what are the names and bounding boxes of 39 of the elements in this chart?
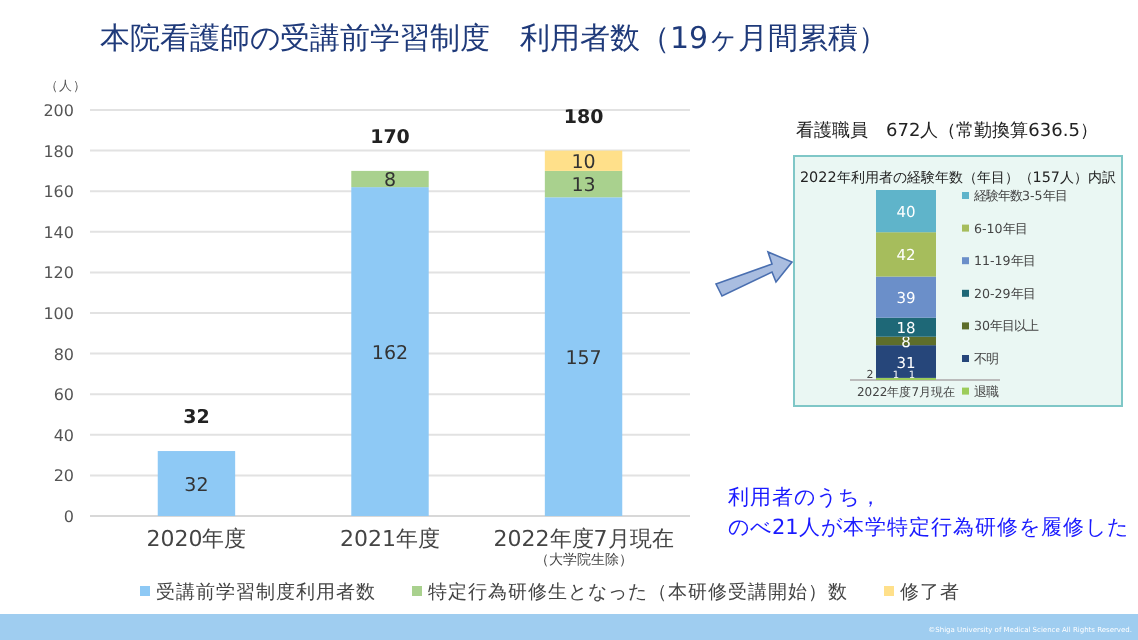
text: 利用者のうち， [728, 484, 882, 510]
bar [544, 170, 623, 198]
bar [351, 170, 429, 188]
data-label: 157 [565, 347, 602, 370]
total-label: 170 [370, 126, 411, 149]
data-label: 32 [184, 474, 209, 497]
data-label: 162 [371, 342, 409, 365]
bar [876, 232, 936, 277]
y-tick-label: 60 [53, 386, 74, 405]
chart-title: 本院看護師の受講前学習制度 利用者数（19ヶ月間累積） [100, 20, 889, 56]
y-tick-label: 140 [43, 223, 74, 242]
y-tick-label: 200 [43, 102, 74, 120]
bar [876, 276, 936, 318]
y-tick-label: 0 [63, 508, 74, 526]
y-tick-label: 80 [53, 345, 74, 364]
bar [157, 451, 236, 516]
x-tick-label: 2021年度 [340, 526, 440, 552]
y-tick-label: 180 [43, 142, 74, 161]
y-tick-label: 120 [43, 264, 74, 283]
x-tick-label: 2020年度 [146, 526, 247, 552]
legend-label: 特定行為研修生となった（本研修受講開始）数 [428, 580, 848, 604]
text: のべ21人が本学特定行為研修を履修した [728, 514, 1129, 540]
y-tick-label: 40 [53, 426, 74, 445]
bar [876, 345, 936, 378]
bar [544, 197, 623, 516]
data-label: 10 [571, 151, 596, 174]
data-label: 8 [383, 170, 397, 193]
y-tick-label: 20 [53, 467, 74, 486]
x-tick-label: 2022年度7月現在（大学院生除） [493, 526, 674, 568]
y-tick-label: 100 [43, 305, 74, 323]
bar [351, 187, 429, 516]
legend-label: 修了者 [900, 580, 960, 604]
data-label: 13 [571, 175, 596, 198]
legend-label: 受講前学習制度利用者数 [156, 580, 376, 604]
text: 看護職員 672人（常勤換算636.5） [796, 120, 1098, 142]
total-label: 32 [183, 407, 210, 430]
y-tick-label: 160 [43, 183, 74, 202]
total-label: 180 [563, 106, 605, 129]
bar [876, 190, 936, 233]
